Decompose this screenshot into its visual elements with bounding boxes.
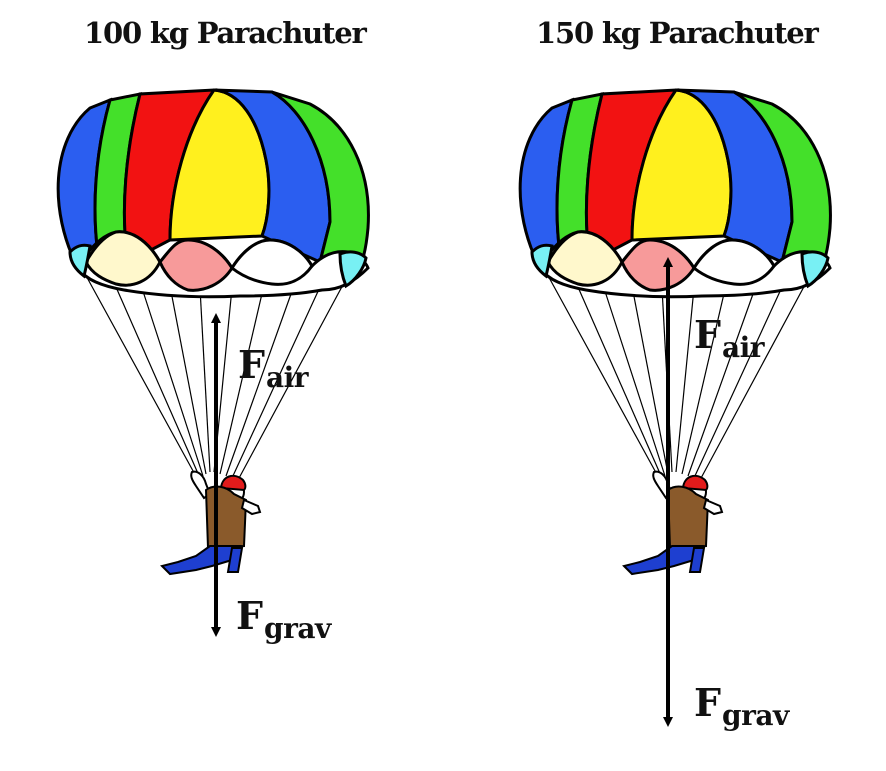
force-subscript: air [721,331,765,364]
force-subscript: air [265,361,309,394]
parachute-100kg [56,88,370,637]
force-subscript: grav [263,612,331,645]
label-f-air-150kg: Fair [694,316,765,362]
label-f-grav-150kg: Fgrav [694,684,789,730]
suspension-lines [83,267,353,481]
parachute-150kg [518,88,832,727]
force-symbol: F [694,680,721,725]
force-symbol: F [238,342,265,387]
label-f-grav-100kg: Fgrav [236,597,331,643]
canopy [518,88,832,299]
label-f-air-100kg: Fair [238,346,309,392]
force-symbol: F [236,593,263,638]
force-symbol: F [694,312,721,357]
force-subscript: grav [721,699,789,732]
suspension-lines [545,267,815,481]
panel-title-100kg: 100 kg Parachuter [84,16,367,50]
parachuter-figure [622,470,724,576]
panel-title-150kg: 150 kg Parachuter [536,16,819,50]
canopy [56,88,370,299]
parachuter-figure [160,470,262,576]
